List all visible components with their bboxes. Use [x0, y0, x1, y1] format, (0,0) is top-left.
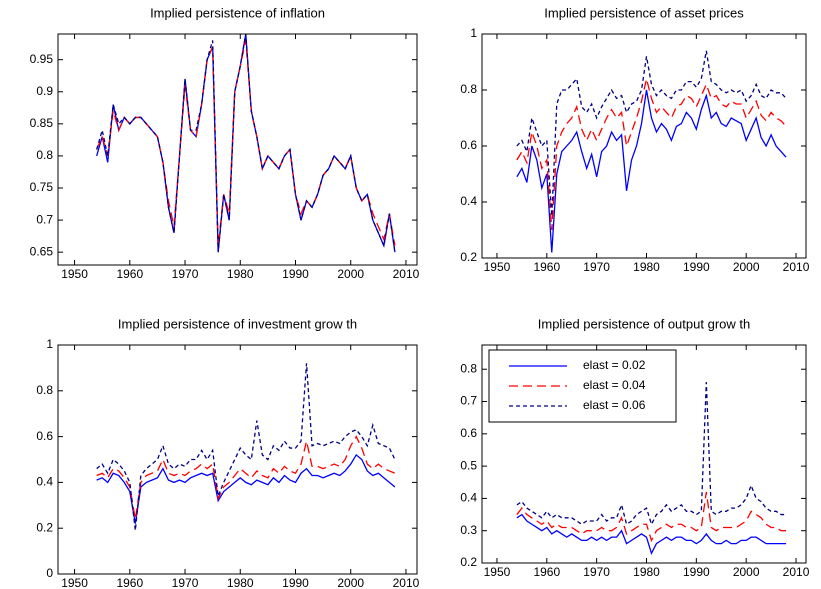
axes-frame	[57, 33, 418, 266]
y-tick-label: 0.7	[36, 212, 53, 226]
series-group	[516, 50, 787, 253]
x-tick-label: 1970	[172, 267, 199, 281]
y-tick-label: 0.7	[460, 394, 477, 408]
x-tick-label: 1960	[533, 260, 560, 274]
x-tick-label: 2010	[393, 267, 420, 281]
axes-frame	[481, 33, 807, 259]
x-tick-label: 2000	[337, 267, 364, 281]
y-tick-label: 0.8	[460, 82, 477, 96]
series-line	[516, 513, 787, 556]
y-tick-label: 0.4	[460, 491, 477, 505]
x-tick-label: 2000	[733, 260, 760, 274]
x-tick-label: 1960	[116, 267, 143, 281]
y-tick-label: 0.65	[30, 244, 54, 258]
plot-area	[482, 34, 806, 258]
y-tick-label: 0.6	[36, 429, 53, 443]
subplot: Implied persistence of output grow th 195…	[460, 316, 809, 579]
legend-box	[488, 349, 677, 423]
plot-area	[58, 345, 417, 574]
chart-title: Implied persistence of inflation	[150, 5, 325, 20]
y-tick-label: 0	[46, 566, 53, 580]
y-tick-label: 0.75	[30, 180, 54, 194]
x-tick-label: 1980	[633, 565, 660, 579]
x-tick-label: 1990	[683, 260, 710, 274]
y-tick-label: 0.8	[36, 383, 53, 397]
y-tick-label: 0.3	[460, 523, 477, 537]
axes-frame	[481, 344, 807, 564]
x-tick-label: 1970	[583, 260, 610, 274]
y-tick-label: 1	[46, 337, 53, 351]
x-tick-label: 1950	[484, 565, 511, 579]
x-tick-label: 1970	[172, 576, 199, 589]
y-tick-label: 0.4	[36, 475, 53, 489]
x-tick-label: 1990	[683, 565, 710, 579]
y-tick-label: 0.8	[36, 148, 53, 162]
x-tick-label: 2010	[783, 260, 810, 274]
plot-area	[58, 34, 417, 265]
y-tick-label: 0.5	[460, 458, 477, 472]
subplot: Implied persistence of investment grow t…	[36, 316, 419, 589]
series-line	[96, 453, 396, 524]
chart-title: Implied persistence of asset prices	[544, 5, 744, 20]
y-tick-label: 0.9	[36, 84, 53, 98]
y-tick-label: 0.6	[460, 138, 477, 152]
y-tick-label: 0.2	[36, 520, 53, 534]
chart-title: Implied persistence of output grow th	[538, 316, 750, 331]
x-tick-label: 2000	[733, 565, 760, 579]
subplot: Implied persistence of asset prices 1950 1…	[460, 5, 809, 274]
series-line	[516, 78, 787, 231]
y-tick-label: 0.2	[460, 250, 477, 264]
legend-label: elast = 0.02	[583, 358, 646, 372]
x-tick-label: 1950	[61, 576, 88, 589]
y-tick-label: 0.4	[460, 194, 477, 208]
x-tick-label: 1990	[282, 267, 309, 281]
y-tick-label: 0.6	[460, 426, 477, 440]
x-tick-label: 1980	[633, 260, 660, 274]
x-tick-label: 1970	[583, 565, 610, 579]
x-tick-label: 2010	[783, 565, 810, 579]
series-line	[96, 435, 396, 520]
legend-label: elast = 0.06	[583, 398, 646, 412]
series-group	[516, 382, 787, 556]
x-tick-label: 1990	[282, 576, 309, 589]
x-tick-label: 1960	[116, 576, 143, 589]
series-line	[516, 89, 787, 253]
y-tick-label: 0.8	[460, 361, 477, 375]
legend-label: elast = 0.04	[583, 378, 646, 392]
subplot: Implied persistence of inflation 1950 1960…	[30, 5, 420, 281]
x-tick-label: 1950	[484, 260, 511, 274]
y-tick-label: 0.95	[30, 52, 54, 66]
x-tick-label: 1960	[533, 565, 560, 579]
series-line	[516, 491, 787, 543]
legend: elast = 0.02 elast = 0.04 elast = 0.06	[488, 349, 677, 423]
x-tick-label: 1950	[61, 267, 88, 281]
axes-frame	[57, 344, 418, 575]
y-tick-label: 0.2	[460, 555, 477, 569]
x-tick-label: 1980	[227, 267, 254, 281]
y-tick-label: 0.85	[30, 116, 54, 130]
x-tick-label: 2010	[393, 576, 420, 589]
series-group	[96, 363, 396, 531]
chart-title: Implied persistence of investment grow t…	[118, 316, 357, 331]
series-group	[96, 34, 396, 253]
x-tick-label: 1980	[227, 576, 254, 589]
y-tick-label: 1	[470, 26, 477, 40]
x-tick-label: 2000	[337, 576, 364, 589]
series-line	[96, 34, 396, 253]
